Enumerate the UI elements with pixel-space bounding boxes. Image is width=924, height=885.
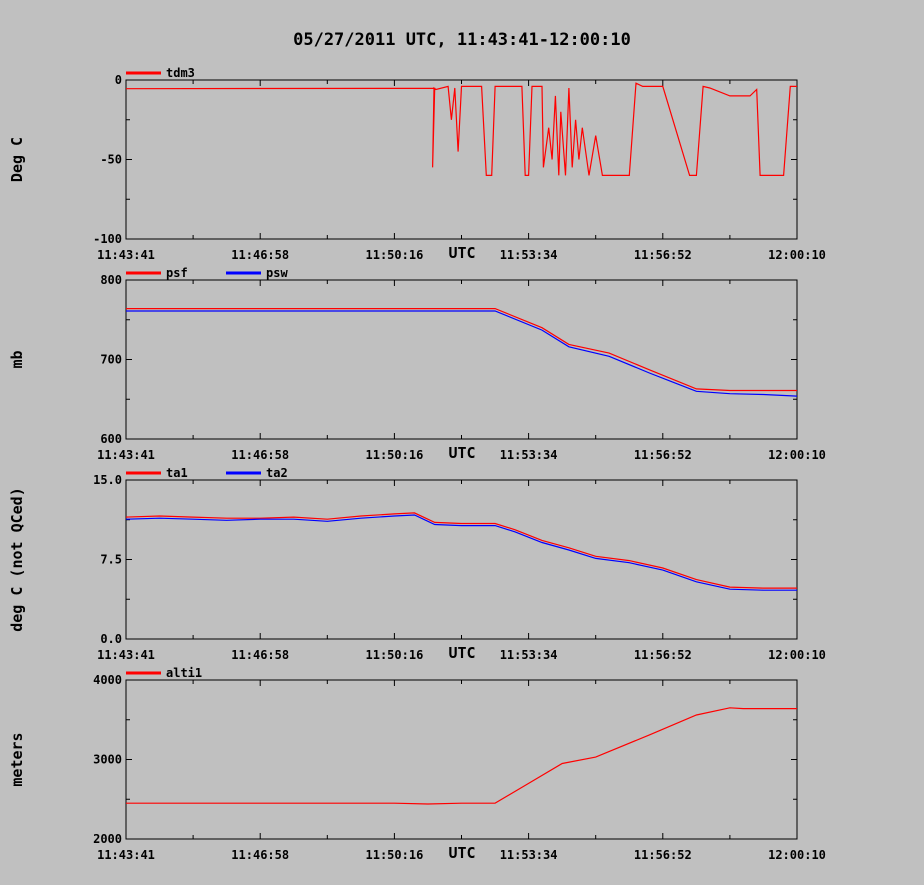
x-tick-label: 11:53:34	[500, 448, 558, 462]
y-tick-label: 3000	[93, 753, 122, 767]
x-tick-label: 11:53:34	[500, 848, 558, 862]
y-tick-label: -100	[93, 232, 122, 246]
legend-label-ta2: ta2	[266, 466, 288, 480]
x-tick-label: 11:43:41	[97, 448, 155, 462]
x-unit-label: UTC	[448, 444, 475, 462]
y-axis-label: Deg C	[8, 137, 26, 182]
x-tick-label: 11:53:34	[500, 648, 558, 662]
y-tick-label: 0.0	[100, 632, 122, 646]
y-tick-label: 0	[115, 73, 122, 87]
x-tick-label: 11:56:52	[634, 248, 692, 262]
panel-4: 11:43:41 11:46:58 11:50:16 11:53:34 11:56:52…	[8, 666, 826, 862]
x-tick-label: 11:46:58	[231, 248, 289, 262]
y-axis-label: meters	[8, 732, 26, 786]
x-tick-label: 11:43:41	[97, 648, 155, 662]
x-tick-label: 11:50:16	[366, 248, 424, 262]
plot-frame	[125, 479, 798, 640]
x-tick-label: 12:00:10	[768, 248, 826, 262]
legend-label-ta1: ta1	[166, 466, 188, 480]
y-tick-label: 7.5	[100, 553, 122, 567]
series-line-psw	[126, 310, 798, 397]
y-tick-label: 700	[100, 353, 122, 367]
x-tick-label: 11:46:58	[231, 648, 289, 662]
plot-frame	[125, 279, 798, 440]
x-tick-label: 11:43:41	[97, 248, 155, 262]
panel-2: 11:43:41 11:46:58 11:50:16 11:53:34 11:56:52…	[8, 266, 826, 462]
series-line-alti1	[126, 707, 797, 805]
x-tick-label: 11:46:58	[231, 848, 289, 862]
y-tick-label: 800	[100, 273, 122, 287]
panel-3: 11:43:41 11:46:58 11:50:16 11:53:34 11:56:52…	[8, 466, 826, 662]
x-tick-label: 11:46:58	[231, 448, 289, 462]
legend-label-alti1: alti1	[166, 666, 202, 680]
plot-frame	[125, 79, 798, 240]
y-tick-label: 2000	[93, 832, 122, 846]
x-tick-label: 11:53:34	[500, 248, 558, 262]
x-unit-label: UTC	[448, 244, 475, 262]
x-unit-label: UTC	[448, 644, 475, 662]
x-tick-label: 11:43:41	[97, 848, 155, 862]
y-tick-label: 15.0	[93, 473, 122, 487]
plot-frame	[125, 679, 798, 840]
x-tick-label: 11:56:52	[634, 648, 692, 662]
y-tick-label: -50	[100, 153, 122, 167]
y-tick-label: 600	[100, 432, 122, 446]
legend-label-psw: psw	[266, 266, 288, 280]
x-tick-label: 11:50:16	[366, 848, 424, 862]
x-tick-label: 11:50:16	[366, 648, 424, 662]
series-line-ta1	[125, 512, 797, 589]
series-line-tdm3	[125, 82, 797, 176]
legend-label-psf: psf	[166, 266, 188, 280]
x-tick-label: 12:00:10	[768, 648, 826, 662]
legend-label-tdm3: tdm3	[166, 66, 195, 80]
panel-1: 11:43:41 11:46:58 11:50:16 11:53:34 11:56:52…	[8, 66, 826, 262]
series-line-psf	[126, 308, 797, 392]
x-tick-label: 11:50:16	[366, 448, 424, 462]
x-tick-label: 11:56:52	[634, 848, 692, 862]
y-axis-label: deg C (not QCed)	[8, 487, 26, 632]
x-unit-label: UTC	[448, 844, 475, 862]
y-tick-label: 4000	[93, 673, 122, 687]
y-axis-label: mb	[8, 350, 26, 368]
x-tick-label: 11:56:52	[634, 448, 692, 462]
x-tick-label: 12:00:10	[768, 448, 826, 462]
figure-title: 05/27/2011 UTC, 11:43:41-12:00:10	[293, 30, 631, 50]
series-line-ta2	[125, 514, 797, 591]
x-tick-label: 12:00:10	[768, 848, 826, 862]
